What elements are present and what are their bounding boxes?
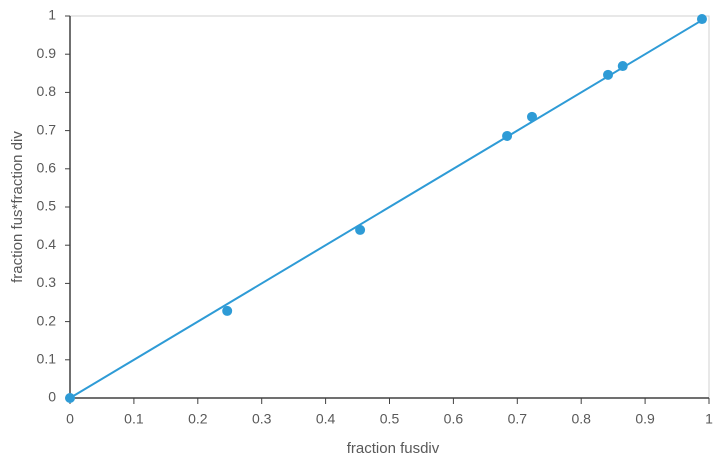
- y-tick-label: 0.6: [37, 160, 57, 176]
- y-axis-label: fraction fus*fraction div: [9, 131, 26, 283]
- x-tick-label: 0.5: [380, 411, 400, 427]
- data-point: [617, 61, 628, 72]
- x-tick-label: 0.4: [316, 411, 336, 427]
- trendline: [69, 18, 704, 399]
- x-tick-label: 1: [705, 411, 713, 427]
- x-tick-label: 0.7: [508, 411, 528, 427]
- data-point: [65, 393, 75, 403]
- x-tick-label: 0.9: [635, 411, 655, 427]
- x-tick-label: 0.1: [124, 411, 144, 427]
- x-axis-label: fraction fusdiv: [347, 440, 440, 457]
- data-point: [502, 130, 513, 141]
- x-tick-label: 0.3: [252, 411, 272, 427]
- data-point: [222, 305, 233, 316]
- y-tick-label: 0.7: [37, 121, 57, 137]
- data-point: [526, 111, 537, 122]
- y-tick-label: 0.3: [37, 274, 57, 290]
- x-tick-label: 0.6: [444, 411, 464, 427]
- y-tick-label: 0.1: [37, 351, 57, 367]
- y-tick-label: 1: [48, 7, 56, 23]
- data-point: [603, 69, 614, 80]
- x-tick-label: 0.2: [188, 411, 208, 427]
- y-tick-label: 0.9: [37, 45, 57, 61]
- data-point: [696, 14, 707, 25]
- y-tick-label: 0.8: [37, 83, 57, 99]
- y-tick-label: 0: [48, 389, 56, 405]
- y-tick-label: 0.2: [37, 312, 57, 328]
- y-tick-label: 0.5: [37, 198, 57, 214]
- x-tick-label: 0: [66, 411, 74, 427]
- x-tick-label: 0.8: [571, 411, 591, 427]
- y-tick-label: 0.4: [37, 236, 57, 252]
- data-point: [355, 224, 366, 235]
